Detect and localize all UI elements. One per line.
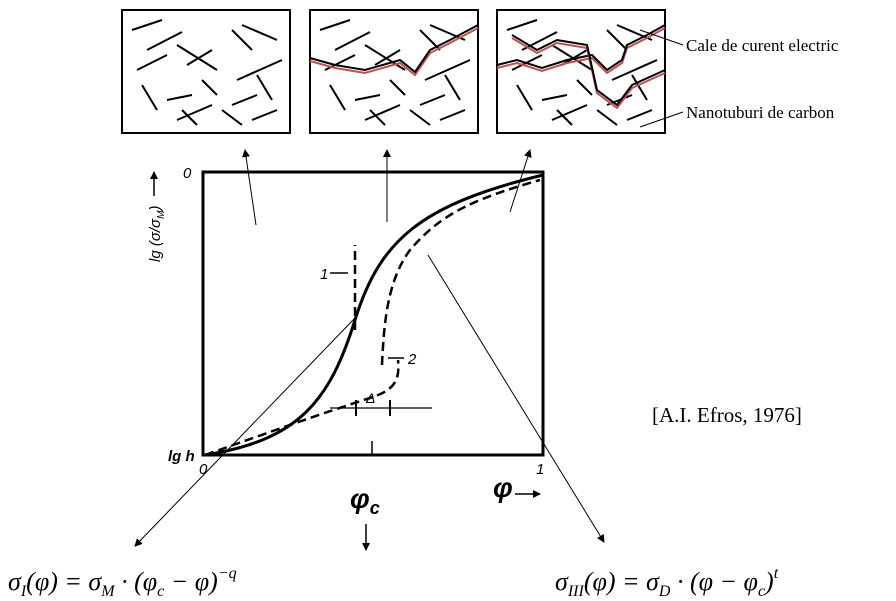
nanotube	[364, 104, 401, 121]
curve-label: 1	[320, 266, 328, 283]
formula-part: )	[763, 567, 774, 596]
current-path	[511, 34, 666, 107]
nanotube	[611, 59, 658, 81]
nanotube	[166, 94, 193, 101]
nanotube	[439, 109, 466, 121]
current-path	[496, 24, 666, 72]
nanotube	[146, 31, 183, 51]
nanotube	[516, 84, 533, 111]
formula-part: · (φ − φ	[670, 567, 757, 596]
nanotube	[241, 24, 278, 41]
formula-sub: III	[567, 583, 585, 600]
formula-part: · (φ	[115, 567, 158, 596]
nanotube	[186, 49, 213, 66]
sample-box	[121, 9, 291, 134]
nanotube	[556, 109, 573, 126]
callout-line	[639, 29, 684, 46]
current-path	[496, 27, 666, 75]
x-left-label: 0	[199, 461, 208, 478]
curve-label: 2	[407, 351, 417, 368]
nanotube	[334, 31, 371, 51]
formula: σI(φ) = σM · (φc − φ)−q	[8, 565, 237, 600]
callout-label: Nanotuburi de carbon	[686, 103, 835, 122]
nanotube	[419, 94, 446, 106]
nanotube	[626, 109, 653, 121]
nanotube	[631, 74, 648, 101]
formula-part: − φ)	[164, 567, 218, 596]
formula: σIII(φ) = σD · (φ − φc)t	[555, 565, 779, 600]
formula-part: σ	[555, 567, 569, 596]
nanotube	[141, 84, 158, 111]
nanotube	[236, 59, 283, 81]
x-axis-label: φ	[493, 472, 513, 503]
sample-box	[496, 9, 666, 134]
current-path	[309, 24, 479, 74]
nanotube	[354, 94, 381, 101]
dashed-curve	[204, 178, 541, 457]
formula-sup: t	[774, 565, 779, 582]
y-label-part: lg (σ/σ	[147, 218, 164, 262]
sample-boxes	[121, 9, 666, 134]
nanotube	[176, 104, 213, 121]
nanotube	[369, 109, 386, 126]
nanotube	[181, 109, 198, 126]
region-arrow	[509, 149, 532, 213]
nanotube	[506, 19, 538, 31]
nanotube	[551, 104, 588, 121]
region-arrow	[242, 149, 257, 226]
formula-sub: c	[157, 583, 164, 600]
nanotube	[606, 29, 628, 51]
nanotube	[389, 79, 406, 96]
formula-sub: M	[100, 583, 116, 600]
y-label-part: )	[147, 206, 164, 213]
phi-c-label: φc	[350, 483, 380, 518]
nanotube	[176, 44, 218, 71]
nanotube	[444, 74, 461, 101]
current-path	[309, 27, 479, 77]
nanotube	[424, 59, 471, 81]
nanotube	[364, 44, 406, 71]
formula-sub: c	[758, 583, 765, 600]
nanotube	[551, 44, 593, 71]
formula-sup: −q	[218, 565, 237, 582]
callout-label: Cale de curent electric	[686, 36, 839, 55]
y-axis-label: lg (σ/σM)	[147, 206, 167, 262]
citation: [A.I. Efros, 1976]	[652, 403, 802, 427]
nanotube	[231, 94, 258, 106]
nanotube	[136, 54, 168, 71]
nanotube	[221, 109, 243, 126]
nanotube	[131, 19, 163, 31]
formula-sub: D	[658, 583, 671, 600]
callout-line	[639, 111, 684, 128]
plot-frame	[201, 170, 545, 457]
formula-sub: I	[20, 583, 27, 600]
nanotube	[541, 94, 568, 101]
sample-box	[309, 9, 479, 134]
formula-arrow	[427, 254, 605, 543]
formula-arrow	[134, 317, 356, 547]
nanotube	[409, 109, 431, 126]
formula-part: σ	[8, 567, 22, 596]
formula-part: (φ) = σ	[584, 567, 660, 596]
nanotube	[201, 79, 218, 96]
nanotube	[231, 29, 253, 51]
phi-c-sub: c	[370, 498, 380, 518]
y-top-label: 0	[183, 165, 192, 182]
nanotube	[251, 109, 278, 121]
nanotube	[319, 19, 351, 31]
delta-label: Δ	[365, 390, 375, 406]
nanotube	[576, 79, 593, 96]
solid-curve	[204, 173, 544, 457]
phi-c-part: φ	[350, 483, 370, 514]
x-right-label: 1	[536, 461, 544, 478]
y-label-sub: M	[156, 210, 167, 219]
formula-part: (φ) = σ	[26, 567, 102, 596]
nanotube	[329, 84, 346, 111]
nanotube	[256, 74, 273, 101]
nanotube	[596, 109, 618, 126]
y-bottom-label: lg h	[168, 448, 195, 465]
nanotube	[374, 49, 401, 66]
